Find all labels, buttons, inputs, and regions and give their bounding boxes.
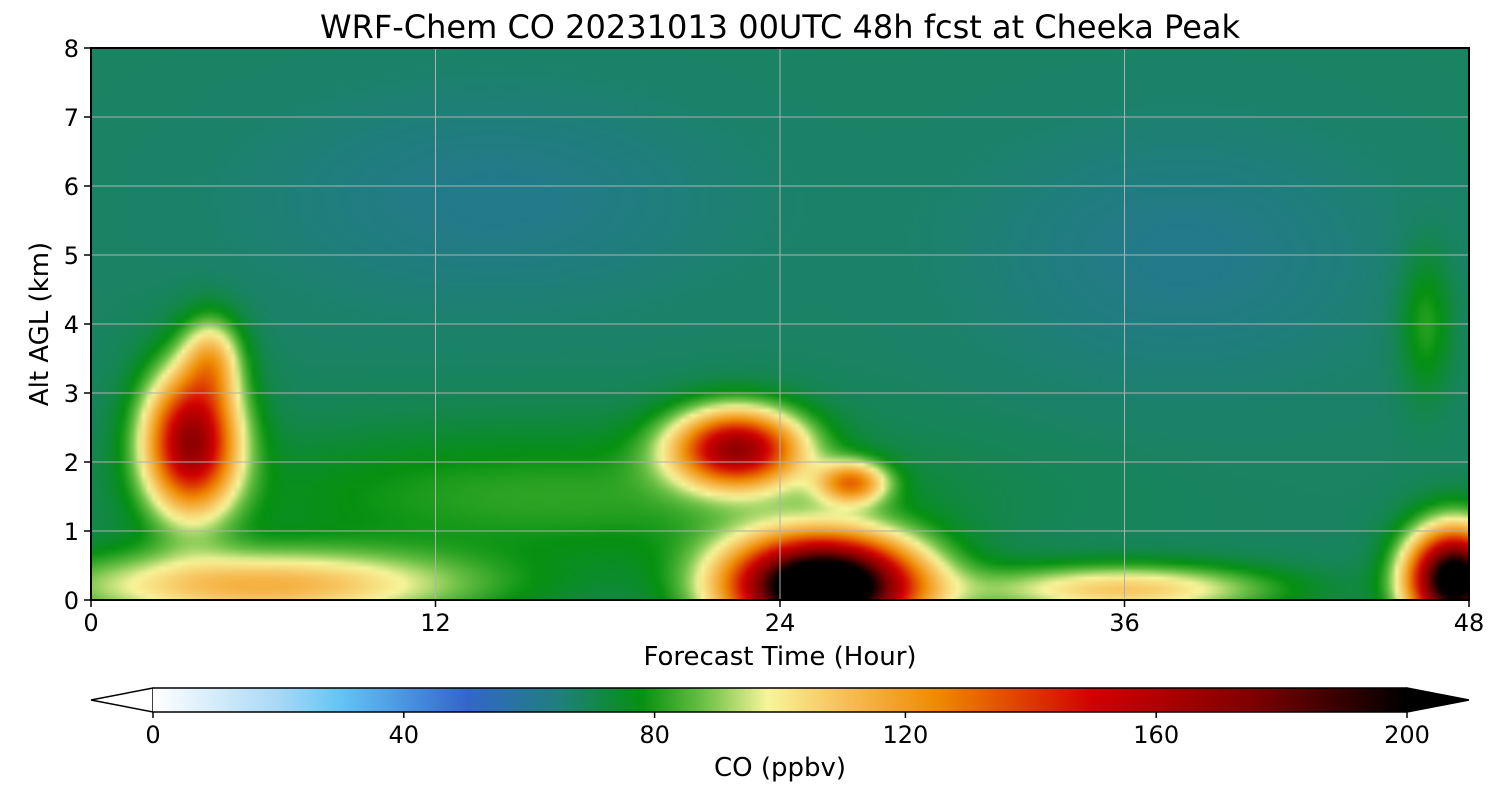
y-tick-label: 3 (64, 380, 79, 408)
colorbar-tick-label: 200 (1384, 721, 1430, 749)
colorbar-tick-label: 160 (1133, 721, 1179, 749)
colorbar-tick-label: 0 (145, 721, 160, 749)
x-tick-label: 0 (83, 609, 98, 637)
x-axis-ticks: 0 12 24 36 48 (83, 600, 1484, 637)
y-tick-label: 5 (64, 242, 79, 270)
colorbar-tick-label: 40 (389, 721, 420, 749)
colorbar: 0 40 80 120 160 200 (90, 687, 1470, 749)
y-tick-label: 7 (64, 104, 79, 132)
y-tick-label: 6 (64, 173, 79, 201)
x-tick-label: 24 (765, 609, 796, 637)
colorbar-extend-high (1406, 687, 1470, 713)
y-axis-ticks: 0 1 2 3 4 5 6 7 8 (64, 35, 91, 615)
colorbar-extend-low (90, 687, 154, 713)
x-tick-label: 36 (1109, 609, 1140, 637)
colorbar-title: CO (ppbv) (714, 753, 846, 783)
colorbar-gradient (153, 688, 1407, 712)
y-tick-label: 0 (64, 587, 79, 615)
y-tick-label: 4 (64, 311, 79, 339)
y-axis-title: Alt AGL (km) (25, 242, 55, 406)
x-tick-label: 48 (1454, 609, 1485, 637)
x-axis-title: Forecast Time (Hour) (643, 642, 916, 672)
x-tick-label: 12 (420, 609, 451, 637)
y-tick-label: 2 (64, 449, 79, 477)
y-tick-label: 1 (64, 518, 79, 546)
y-tick-label: 8 (64, 35, 79, 63)
chart-title: WRF-Chem CO 20231013 00UTC 48h fcst at C… (320, 8, 1241, 46)
colorbar-tick-label: 120 (882, 721, 928, 749)
colorbar-tick-label: 80 (639, 721, 670, 749)
grid-lines (91, 48, 1469, 600)
